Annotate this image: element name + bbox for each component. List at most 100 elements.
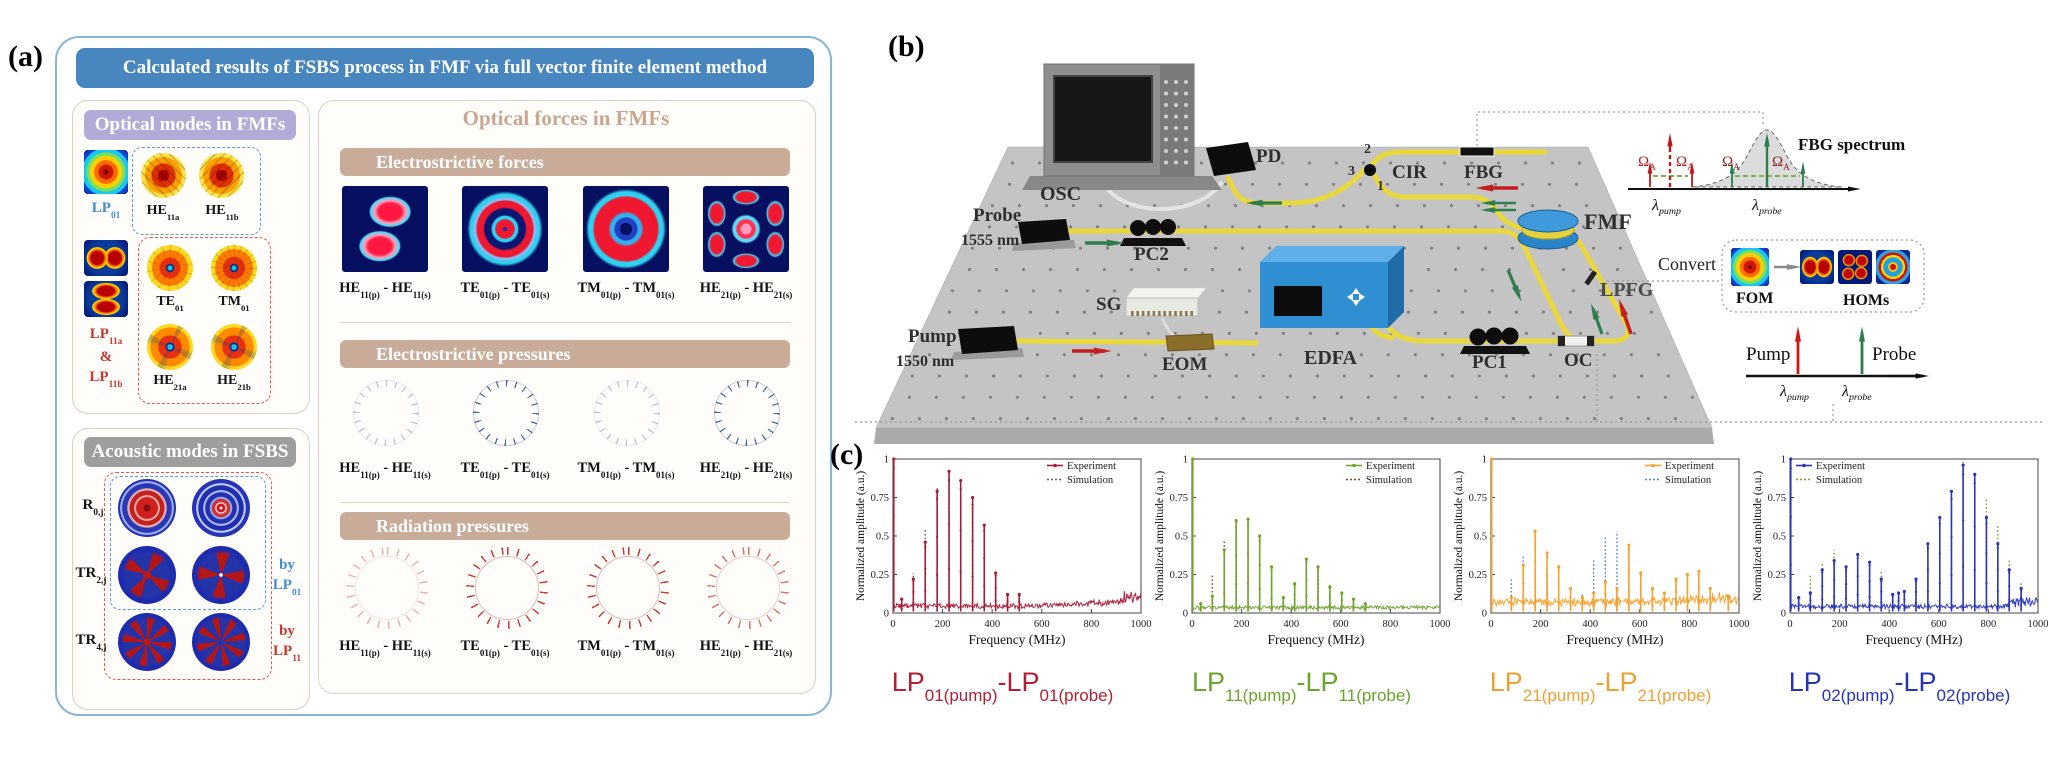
- pair-label-s0-2: TM01(p) - TM01(s): [577, 280, 675, 300]
- svg-text:Normalized amplitude (a.u.): Normalized amplitude (a.u.): [1752, 471, 1764, 601]
- svg-text:800: 800: [1383, 619, 1399, 630]
- spectrum-plot-3: 0 0.25 0.5 0.75 1 0 200 400 600 800 1000 Frequency …: [1750, 445, 2048, 750]
- pair-label-s1-0: HE11(p) - HE11(s): [339, 460, 431, 480]
- spectrum-plot-2: 0 0.25 0.5 0.75 1 0 200 400 600 800 1000 Frequency …: [1451, 445, 1750, 750]
- label-fmf: FMF: [1584, 209, 1632, 234]
- edfa-nav-icon: [1347, 288, 1365, 306]
- svg-text:Normalized amplitude (a.u.): Normalized amplitude (a.u.): [1453, 471, 1465, 601]
- label-axis-probe: Probe: [1872, 344, 1916, 365]
- mode-pair-label-0: LP01(pump)-LP01(probe): [891, 667, 1114, 706]
- pair-label-s1-1: TE01(p) - TE01(s): [460, 460, 550, 480]
- pc1-loops: [1469, 328, 1487, 346]
- mode-image-lp11a: [84, 240, 128, 276]
- pc2-loops: [1130, 220, 1146, 236]
- pair-label-s0-1: TE01(p) - TE01(s): [460, 280, 550, 300]
- svg-text:Frequency (MHz): Frequency (MHz): [1267, 632, 1364, 647]
- photodetector: [1206, 142, 1256, 176]
- svg-text:1: 1: [1482, 455, 1487, 466]
- te-tm-he21-dashed-box: [138, 237, 271, 404]
- acoustic-by-lp11: by LP11: [273, 623, 301, 664]
- pair-label-s2-3: HE21(p) - HE21(s): [699, 638, 793, 658]
- panel-a-label: (a): [8, 40, 43, 73]
- svg-text:0: 0: [1482, 609, 1487, 620]
- spectrum-plot-0: 0 0.25 0.5 0.75 1 0 200 400 600 800 1000 Frequency …: [853, 445, 1152, 750]
- svg-text:800: 800: [1682, 619, 1698, 630]
- svg-text:0: 0: [1488, 619, 1493, 630]
- acoustic-label-r0j: R0,j: [82, 497, 104, 519]
- fom-mode-image: [1731, 248, 1769, 286]
- pair-label-s1-3: HE21(p) - HE21(s): [699, 460, 793, 480]
- label-fbg-spectrum: FBG spectrum: [1798, 135, 1905, 154]
- svg-text:Frequency (MHz): Frequency (MHz): [968, 632, 1065, 647]
- svg-text:0.75: 0.75: [871, 493, 889, 504]
- svg-text:Normalized amplitude (a.u.): Normalized amplitude (a.u.): [855, 471, 867, 601]
- svg-text:Normalized amplitude (a.u.): Normalized amplitude (a.u.): [1154, 471, 1166, 601]
- label-port-1: 1: [1377, 179, 1384, 194]
- svg-text:1000: 1000: [1729, 619, 1750, 630]
- components: [951, 63, 1598, 360]
- eom-element: [1165, 333, 1215, 352]
- pump-laser: [958, 326, 1018, 354]
- label-fom: FOM: [1736, 290, 1773, 307]
- svg-text:200: 200: [1533, 619, 1549, 630]
- mode-pair-label-2: LP21(pump)-LP21(probe): [1489, 667, 1712, 706]
- pair-label-s1-2: TM01(p) - TM01(s): [577, 460, 675, 480]
- svg-text:600: 600: [1632, 619, 1648, 630]
- label-pump: Pump: [908, 326, 957, 347]
- acoustic-image-tr4-2: [192, 613, 250, 671]
- panel-a-title: Calculated results of FSBS process in FM…: [76, 48, 814, 88]
- mode-label-lp11: LP11a & LP11b: [89, 326, 123, 390]
- optical-table-edge: [874, 428, 1714, 444]
- svg-text:1000: 1000: [2028, 619, 2048, 630]
- svg-text:400: 400: [1582, 619, 1598, 630]
- lambda-pump-inset: λpump: [1651, 197, 1681, 217]
- pressure-circle-he11: [353, 380, 419, 446]
- pair-label-s0-0: HE11(p) - HE11(s): [339, 280, 431, 300]
- svg-text:200: 200: [1234, 619, 1250, 630]
- svg-text:0: 0: [884, 609, 889, 620]
- section-header-electrostrictive-pressures: Electrostrictive pressures: [340, 340, 790, 368]
- acoustic-dashed-red-box: [104, 472, 272, 680]
- label-edfa: EDFA: [1304, 347, 1358, 369]
- section-divider-1: [340, 322, 790, 323]
- optical-modes-header: Optical modes in FMFs: [84, 110, 296, 140]
- svg-text:Simulation: Simulation: [1067, 475, 1114, 486]
- mode-label-lp01: LP01: [91, 200, 121, 222]
- svg-text:0.5: 0.5: [1175, 532, 1188, 543]
- pair-label-s2-2: TM01(p) - TM01(s): [577, 638, 675, 658]
- he11-dashed-box: [132, 147, 261, 235]
- force-map-he11: [342, 186, 428, 272]
- pair-label-s0-3: HE21(p) - HE21(s): [699, 280, 793, 300]
- svg-text:1000: 1000: [1131, 619, 1152, 630]
- svg-text:1000: 1000: [1430, 619, 1451, 630]
- svg-text:0: 0: [890, 619, 895, 630]
- mode-image-he21a: [147, 324, 193, 370]
- omega-a-4: ΩA: [1772, 154, 1790, 173]
- svg-text:400: 400: [1283, 619, 1299, 630]
- svg-text:0: 0: [1189, 619, 1194, 630]
- acoustic-image-tr4-1: [118, 613, 176, 671]
- label-osc: OSC: [1040, 183, 1081, 205]
- lambda-probe-axis: λprobe: [1841, 383, 1872, 403]
- label-pd: PD: [1256, 146, 1281, 167]
- svg-text:800: 800: [1981, 619, 1997, 630]
- pair-label-s2-0: HE11(p) - HE11(s): [339, 638, 431, 658]
- svg-text:600: 600: [1333, 619, 1349, 630]
- acoustic-label-tr4j: TR4,j: [75, 632, 107, 654]
- mode-label-he11b: HE11b: [205, 203, 239, 222]
- optical-forces-title: Optical forces in FMFs: [462, 106, 670, 130]
- label-cir: CIR: [1392, 162, 1427, 183]
- svg-text:0.5: 0.5: [876, 532, 889, 543]
- label-pc1: PC1: [1472, 352, 1507, 373]
- connector-fbg-inset: [1476, 111, 1764, 146]
- omega-a-1: ΩA: [1638, 154, 1656, 173]
- svg-text:1: 1: [1183, 455, 1188, 466]
- acoustic-image-tr2-1: [118, 546, 176, 604]
- label-fbg: FBG: [1464, 162, 1503, 183]
- svg-text:Experiment: Experiment: [1816, 461, 1865, 472]
- svg-text:200: 200: [1832, 619, 1848, 630]
- mode-image-he21b: [211, 324, 257, 370]
- radiation-circle-he11: [346, 547, 428, 629]
- hom-mode-image-lp21: [1838, 250, 1872, 284]
- svg-text:0.25: 0.25: [1768, 570, 1786, 581]
